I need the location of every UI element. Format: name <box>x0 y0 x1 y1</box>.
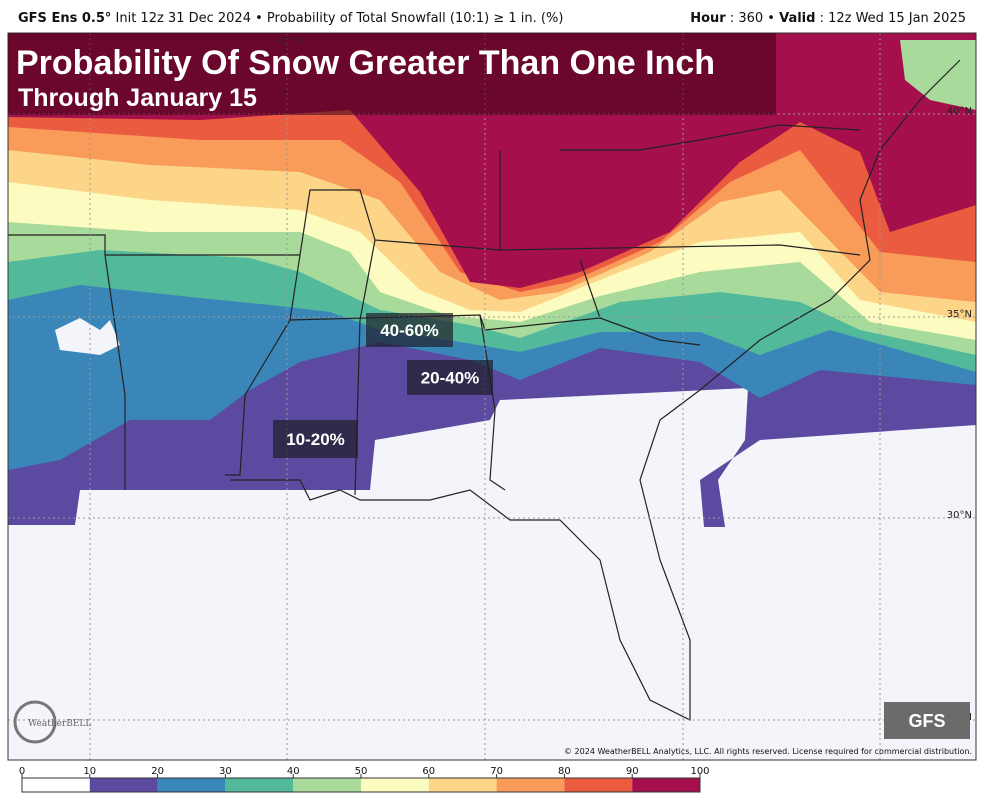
legend-tick-label: 80 <box>558 766 571 777</box>
latitude-label: 40°N <box>947 106 972 117</box>
region-label-box <box>273 420 358 458</box>
legend-tick-label: 0 <box>19 766 25 777</box>
probability-band <box>900 40 976 110</box>
legend-swatch <box>157 778 226 792</box>
header-part: : 360 • <box>729 11 775 26</box>
region-label: 40-60% <box>380 321 439 340</box>
map: 40°N35°N30°N25°N90°WProbability Of Snow … <box>7 32 977 761</box>
region-label: 10-20% <box>286 430 345 449</box>
border-line <box>579 259 601 319</box>
header-right: Hour : 360 • Valid : 12z Wed 15 Jan 2025 <box>690 11 966 26</box>
border-line <box>230 59 961 721</box>
probability-band <box>55 318 120 355</box>
legend-tick-label: 50 <box>355 766 368 777</box>
border-line <box>104 254 126 490</box>
border-line <box>560 124 861 151</box>
legend-swatch <box>293 778 361 792</box>
model-badge-box <box>884 702 970 739</box>
header-part: Hour <box>690 11 726 26</box>
latitude-label: 35°N <box>947 309 972 320</box>
region-label-box <box>407 360 493 395</box>
model-badge: GFS <box>908 711 945 731</box>
region-label-box <box>366 313 453 347</box>
border-line <box>484 317 701 346</box>
legend-swatch <box>428 778 497 792</box>
legend-swatch <box>632 778 700 792</box>
legend-tick-label: 20 <box>151 766 164 777</box>
latitude-label: 30°N <box>947 510 972 521</box>
legend-tick-label: 30 <box>219 766 232 777</box>
legend-tick-label: 40 <box>287 766 300 777</box>
legend-swatch <box>225 778 294 792</box>
legend-swatch <box>496 778 565 792</box>
region-label: 20-40% <box>421 369 480 388</box>
legend-tick-label: 10 <box>83 766 96 777</box>
legend-tick-label: 100 <box>690 766 709 777</box>
header-part: : 12z Wed 15 Jan 2025 <box>819 11 966 26</box>
copyright: © 2024 WeatherBELL Analytics, LLC. All r… <box>564 747 972 756</box>
header-part: Valid <box>779 11 816 26</box>
border-line <box>299 189 376 256</box>
title-box <box>8 33 776 115</box>
border-line <box>354 319 361 496</box>
header-part: Init 12z 31 Dec 2024 • Probability of To… <box>115 11 564 26</box>
legend-swatch <box>361 778 429 792</box>
legend-tick-label: 70 <box>490 766 503 777</box>
header-part: GFS Ens 0.5° <box>18 11 112 26</box>
title: Probability Of Snow Greater Than One Inc… <box>16 44 715 82</box>
legend-swatch <box>89 778 158 792</box>
legend-tick-label: 90 <box>626 766 639 777</box>
border-line <box>8 234 300 256</box>
logo-mark <box>13 700 57 744</box>
legend-tick-label: 60 <box>422 766 435 777</box>
header-left: GFS Ens 0.5° Init 12z 31 Dec 2024 • Prob… <box>18 11 563 26</box>
subtitle: Through January 15 <box>18 84 257 112</box>
legend-swatch <box>22 778 90 792</box>
border-line <box>225 254 301 476</box>
legend-swatch <box>564 778 633 792</box>
logo: WeatherBELL <box>28 719 91 729</box>
